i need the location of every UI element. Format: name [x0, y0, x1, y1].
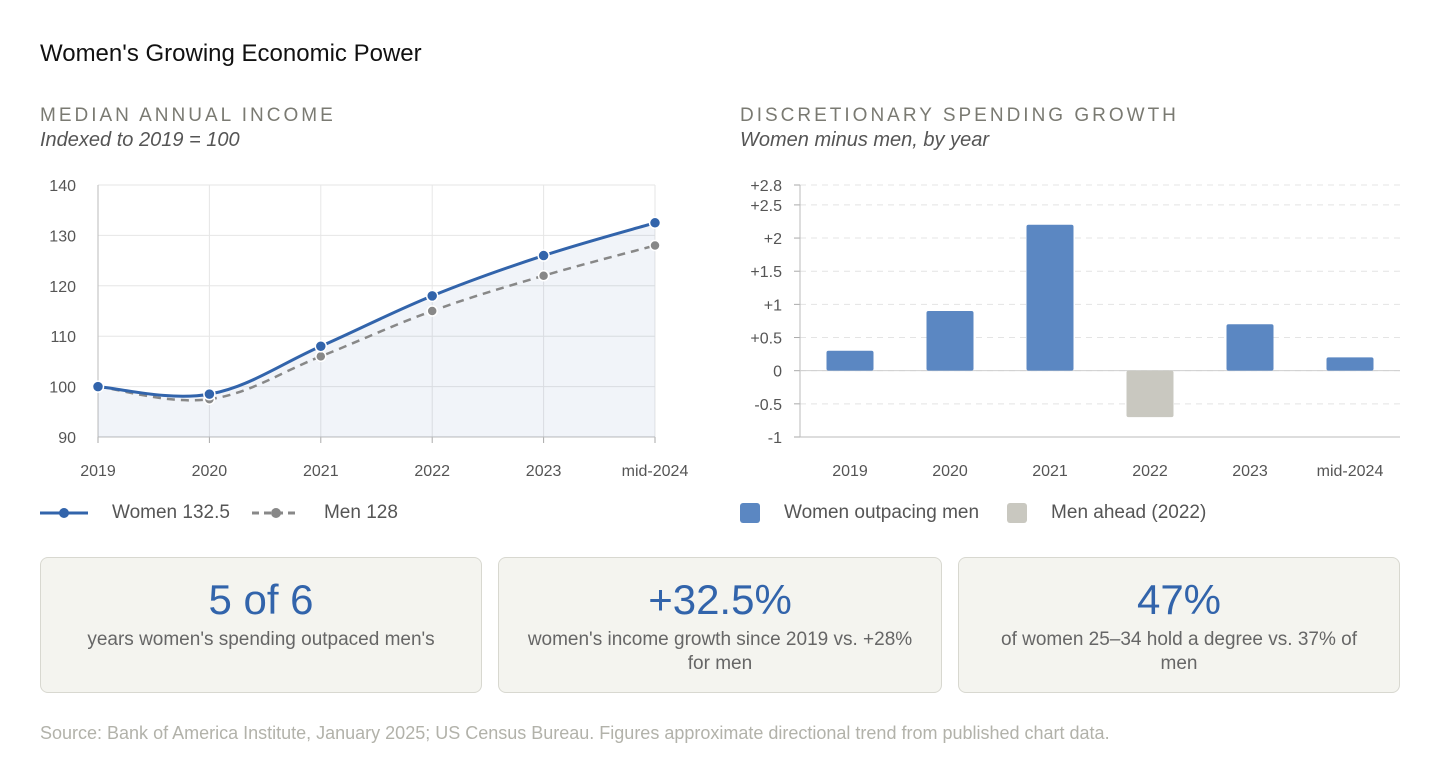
bar-mid-2024 — [1326, 357, 1374, 371]
stat-value: 47% — [1136, 576, 1222, 623]
men-data-point — [315, 350, 327, 363]
x-tick-label: 2020 — [932, 463, 968, 480]
y-tick-label: -0.5 — [754, 397, 782, 414]
spending-bar-chart: -1 -0.5 0 +0.5 +1 +1.5 +2 +2.5 +2.8 2019 2020 2021 2… — [750, 178, 1400, 480]
legend-item-men-ahead: Men ahead (2022) — [1007, 502, 1206, 524]
bar-2019 — [826, 350, 874, 371]
stat-card-income-growth: +32.5% women's income growth since 2019 … — [498, 557, 942, 693]
legend-label-men-ahead: Men ahead (2022) — [1051, 502, 1207, 523]
page-title: Women's Growing Economic Power — [40, 40, 422, 67]
income-chart-subtitle: Indexed to 2019 = 100 — [40, 129, 240, 151]
y-tick-label: +0.5 — [750, 331, 782, 348]
income-chart-heading: MEDIAN ANNUAL INCOME — [40, 105, 336, 126]
y-tick-label: +1.5 — [750, 264, 782, 281]
legend-label-women: Women 132.5 — [112, 502, 230, 523]
x-tick-label: mid-2024 — [1317, 463, 1384, 480]
stat-value: +32.5% — [648, 576, 792, 623]
x-tick-label: 2021 — [1032, 463, 1068, 480]
men-data-point — [537, 269, 550, 282]
legend-item-men: Men 128 — [251, 502, 398, 524]
women-data-point — [648, 216, 662, 230]
men-data-point — [649, 239, 661, 252]
y-tick-label: 130 — [49, 228, 76, 245]
y-tick-label: 0 — [773, 364, 782, 381]
women-data-point — [537, 249, 550, 262]
bar-2022 — [1126, 370, 1174, 418]
x-tick-label: 2023 — [526, 463, 562, 480]
bar-2020 — [926, 311, 974, 371]
women-area — [98, 222, 655, 437]
spending-legend: Women outpacing men Men ahead (2022) — [740, 502, 1228, 524]
source-note: Source: Bank of America Institute, Janua… — [40, 723, 1110, 743]
y-tick-label: 140 — [49, 178, 76, 195]
y-tick-label: +2.8 — [750, 178, 782, 195]
x-tick-label: 2023 — [1232, 463, 1268, 480]
y-tick-label: -1 — [768, 430, 782, 447]
stat-card-degree-share: 47% of women 25–34 hold a degree vs. 37%… — [958, 557, 1400, 693]
stat-description: of women 25–34 hold a degree vs. 37% of … — [1001, 629, 1357, 674]
y-tick-label: 100 — [49, 380, 76, 397]
women-data-point — [203, 387, 216, 401]
stat-card-spending-years: 5 of 6 years women's spending outpaced m… — [40, 557, 482, 693]
women-data-point — [425, 289, 439, 303]
income-legend: Women 132.5 Men 128 — [40, 502, 420, 524]
y-tick-label: 90 — [58, 430, 76, 447]
y-tick-label: 110 — [50, 329, 76, 346]
men-series-line — [97, 244, 656, 402]
men-data-point — [426, 305, 438, 317]
y-tick-label: 120 — [49, 279, 76, 296]
x-tick-label: 2019 — [832, 463, 868, 480]
legend-item-women-outpacing: Women outpacing men — [740, 502, 979, 524]
x-tick-label: 2022 — [414, 463, 450, 480]
spending-chart-heading: DISCRETIONARY SPENDING GROWTH — [740, 105, 1179, 126]
stat-description: women's income growth since 2019 vs. +28… — [527, 629, 913, 674]
spending-chart-subtitle: Women minus men, by year — [740, 129, 989, 151]
y-tick-label: +2.5 — [750, 198, 782, 215]
y-tick-label: +2 — [764, 231, 782, 248]
women-line-icon — [40, 508, 88, 518]
women-data-point — [314, 340, 328, 353]
women-data-point — [91, 380, 105, 393]
blue-square-icon — [740, 503, 760, 523]
stat-value: 5 of 6 — [208, 576, 314, 623]
stat-description: years women's spending outpaced men's — [87, 629, 435, 650]
x-tick-label: 2020 — [192, 463, 228, 480]
men-dashed-line-icon — [251, 508, 300, 518]
x-tick-label: 2019 — [80, 463, 116, 480]
x-tick-label: 2021 — [303, 463, 339, 480]
legend-label-women-outpacing: Women outpacing men — [784, 502, 980, 523]
y-tick-label: +1 — [764, 297, 782, 314]
legend-label-men: Men 128 — [323, 502, 398, 523]
x-tick-label: mid-2024 — [622, 463, 689, 480]
gray-square-icon — [1007, 503, 1028, 523]
x-tick-label: 2022 — [1132, 463, 1168, 480]
women-series-line — [97, 221, 656, 398]
income-line-chart: 90 100 110 120 130 140 2019 2020 2021 2022 2023 mid… — [49, 178, 688, 480]
bar-2023 — [1226, 324, 1274, 371]
legend-item-women: Women 132.5 — [40, 502, 230, 524]
bar-2021 — [1026, 224, 1074, 371]
